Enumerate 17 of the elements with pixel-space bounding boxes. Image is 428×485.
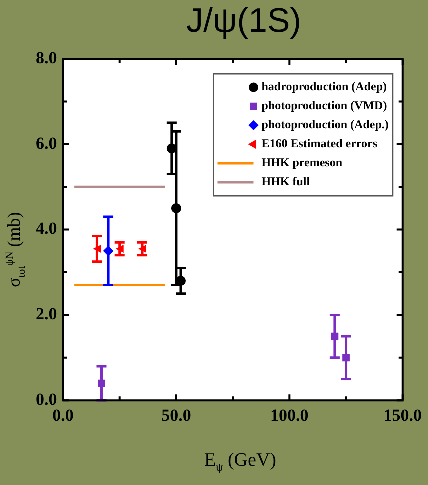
legend-label: hadroproduction (Adep) <box>262 80 387 94</box>
x-tick-label: 0.0 <box>52 406 74 426</box>
chart-title: J/ψ(1S) <box>186 2 302 41</box>
y-tick-label: 0.0 <box>36 390 58 409</box>
y-tick-label: 2.0 <box>36 304 58 324</box>
legend-label: E160 Estimated errors <box>262 136 378 151</box>
x-tick-label: 150.0 <box>384 406 422 426</box>
legend-label: photoproduction (VMD) <box>262 98 388 113</box>
legend-label: HHK full <box>262 174 311 189</box>
x-tick-label: 50.0 <box>162 406 192 426</box>
x-axis-title: E$_{ψ}$ (GeV) <box>203 450 278 474</box>
legend-label: HHK premeson <box>262 156 343 170</box>
legend-label: photoproduction (Adep.) <box>262 118 389 132</box>
y-tick-label: 4.0 <box>36 219 58 238</box>
y-tick-label: 6.0 <box>36 134 58 153</box>
y-tick-label: 8.0 <box>36 48 58 68</box>
x-tick-label: 100.0 <box>270 406 309 426</box>
